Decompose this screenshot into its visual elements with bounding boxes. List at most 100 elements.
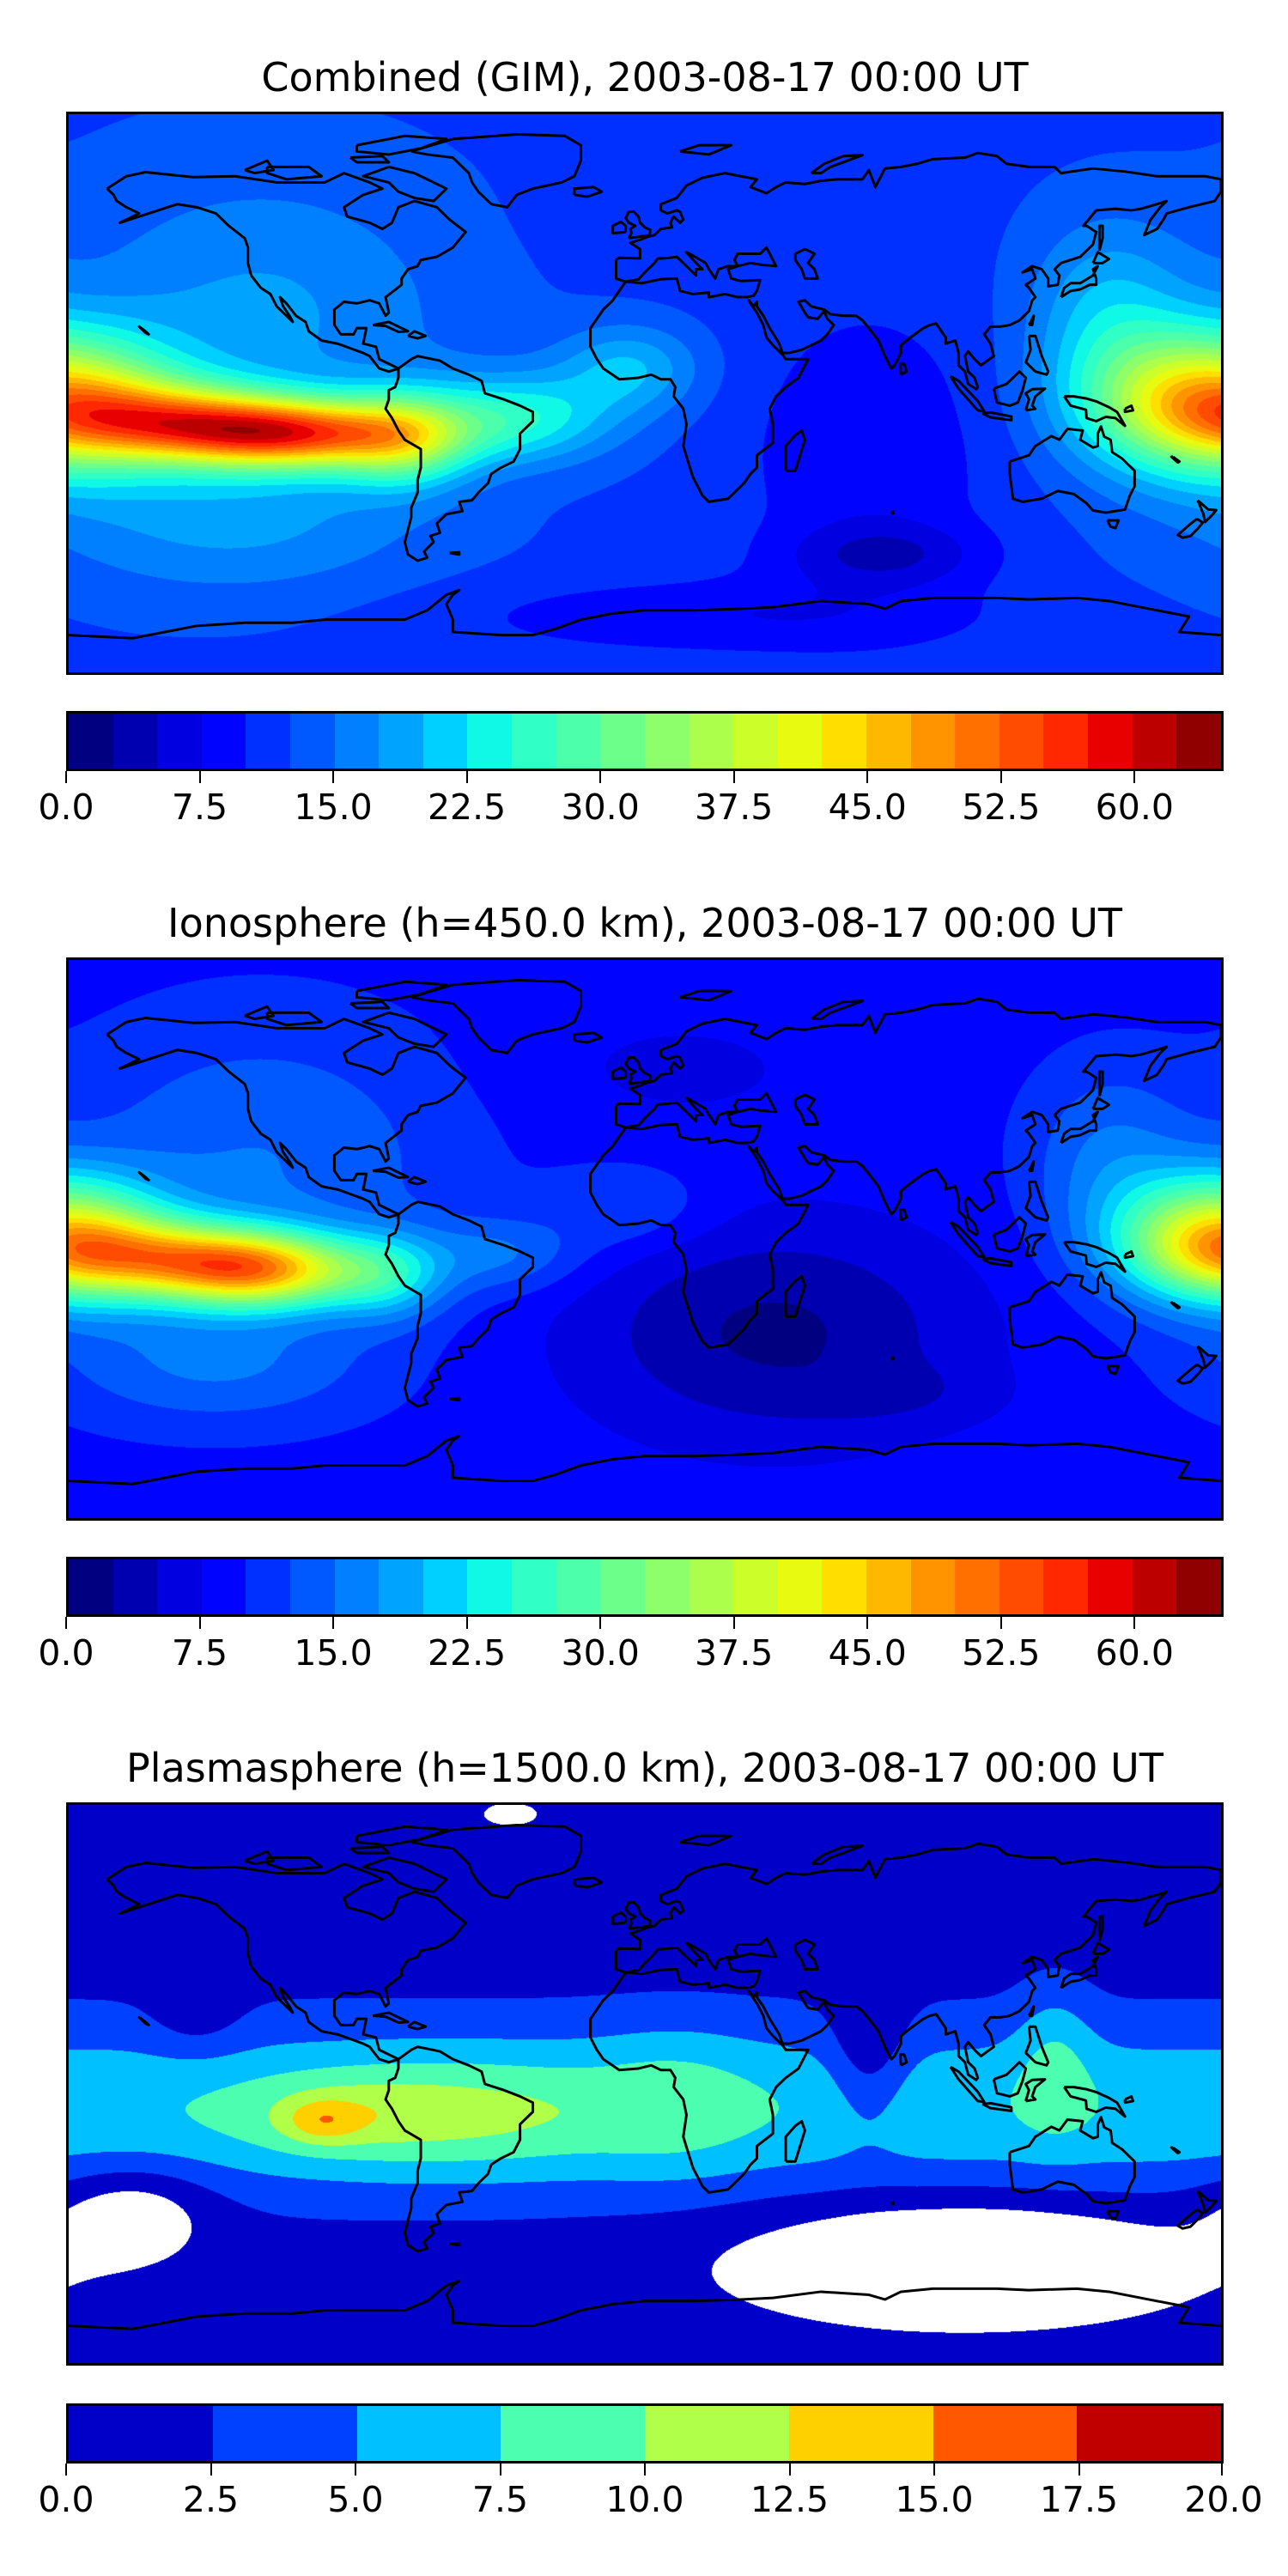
ionosphere-colorbar: 0.0 7.5 15.0 22.5 30.0 37.5 45.0 52.5 60.0 — [38, 1557, 1224, 1674]
plasmasphere-colorbar: 0.0 2.5 5.0 7.5 10.0 12.5 15.0 17.5 20.0 — [38, 2403, 1263, 2520]
colorbar-swatch — [866, 1559, 911, 1614]
colorbar-tick — [732, 771, 735, 783]
colorbar-swatch — [69, 714, 113, 769]
colorbar-swatch — [334, 714, 380, 769]
map-title-combined: Combined (GIM), 2003-08-17 00:00 UT — [261, 54, 1029, 100]
colorbar-tick-label: 45.0 — [828, 1632, 907, 1674]
colorbar-swatch — [645, 2406, 789, 2461]
colorbar-tick-label: 7.5 — [471, 2479, 529, 2520]
colorbar-swatch — [1043, 1559, 1089, 1614]
colorbar-tick — [210, 2464, 212, 2476]
colorbar-swatch — [788, 2406, 933, 2461]
colorbar-swatch — [999, 1559, 1044, 1614]
colorbar-tick-label: 12.5 — [750, 2479, 829, 2520]
colorbar-tick-label: 52.5 — [962, 787, 1041, 828]
colorbar-tick-label: 0.0 — [38, 2479, 94, 2520]
colorbar-tick-label: 22.5 — [427, 1632, 507, 1674]
colorbar-swatch — [689, 714, 734, 769]
colorbar-swatch — [290, 714, 335, 769]
combined-colorbar: 0.0 7.5 15.0 22.5 30.0 37.5 45.0 52.5 60.0 — [38, 711, 1224, 828]
colorbar-swatch — [733, 1559, 778, 1614]
colorbar-tick — [788, 2464, 791, 2476]
colorbar-tick — [644, 2464, 646, 2476]
colorbar-tick — [866, 771, 869, 783]
colorbar-swatch — [290, 1559, 335, 1614]
colorbar-swatch — [246, 714, 291, 769]
colorbar-tick — [999, 1617, 1002, 1629]
colorbar-swatch — [1176, 714, 1221, 769]
colorbar-swatch — [379, 714, 423, 769]
colorbar-swatch — [644, 714, 690, 769]
colorbar-tick-label: 17.5 — [1039, 2479, 1119, 2520]
coastlines — [69, 1805, 1221, 2363]
colorbar-tick-label: 45.0 — [828, 787, 907, 828]
colorbar-tick — [65, 1617, 67, 1629]
colorbar-tick — [499, 2464, 501, 2476]
coastlines — [69, 960, 1221, 1518]
colorbar-swatch — [1043, 714, 1089, 769]
colorbar-swatch — [112, 714, 158, 769]
colorbar-swatch — [69, 1559, 113, 1614]
colorbar-swatch — [212, 2406, 357, 2461]
colorbar-tick — [1221, 2464, 1223, 2476]
colorbar-swatch — [201, 714, 246, 769]
colorbar-tick-label: 30.0 — [561, 1632, 640, 1674]
colorbar-swatch — [822, 714, 866, 769]
colorbar-tick — [866, 1617, 869, 1629]
colorbar-tick — [198, 1617, 201, 1629]
colorbar-swatch — [501, 2406, 645, 2461]
colorbar-swatches — [66, 1557, 1224, 1617]
map-title-ionosphere: Ionosphere (h=450.0 km), 2003-08-17 00:0… — [167, 900, 1122, 946]
colorbar-swatch — [467, 1559, 513, 1614]
colorbar-tick-label: 15.0 — [895, 2479, 974, 2520]
colorbar-tick-label: 60.0 — [1095, 1632, 1174, 1674]
colorbar-tick-label: 37.5 — [695, 787, 774, 828]
colorbar-swatch — [422, 1559, 468, 1614]
colorbar-tick-label: 20.0 — [1184, 2479, 1263, 2520]
colorbar-tick — [999, 771, 1002, 783]
colorbar-swatch — [556, 1559, 601, 1614]
combined-tec-map — [66, 112, 1224, 675]
colorbar-tick-label: 37.5 — [695, 1632, 774, 1674]
colorbar-swatch — [1132, 714, 1177, 769]
colorbar-swatches — [66, 2403, 1224, 2464]
colorbar-swatch — [689, 1559, 734, 1614]
colorbar-swatch — [999, 714, 1044, 769]
colorbar-tick — [933, 2464, 935, 2476]
colorbar-swatch — [910, 714, 956, 769]
colorbar-tick-label: 0.0 — [38, 1632, 94, 1674]
colorbar-tick-label: 7.5 — [171, 787, 228, 828]
ionosphere-contour-field — [69, 960, 1221, 1518]
colorbar-swatch — [955, 1559, 999, 1614]
colorbar-tick-label: 30.0 — [561, 787, 640, 828]
colorbar-swatch — [1176, 1559, 1221, 1614]
colorbar-swatch — [1132, 1559, 1177, 1614]
colorbar-swatch — [600, 714, 645, 769]
colorbar-swatch — [379, 1559, 423, 1614]
colorbar-swatch — [201, 1559, 246, 1614]
colorbar-tick-label: 10.0 — [605, 2479, 684, 2520]
colorbar-tick — [1133, 771, 1136, 783]
colorbar-swatch — [955, 714, 999, 769]
colorbar-tick-label: 0.0 — [38, 787, 94, 828]
colorbar-tick — [465, 1617, 468, 1629]
map-title-plasmasphere: Plasmasphere (h=1500.0 km), 2003-08-17 0… — [126, 1745, 1163, 1791]
colorbar-tick — [465, 771, 468, 783]
colorbar-tick — [198, 771, 201, 783]
colorbar-swatch — [1077, 2406, 1221, 2461]
colorbar-swatch — [69, 2406, 213, 2461]
colorbar-swatch — [910, 1559, 956, 1614]
colorbar-tick-label: 5.0 — [327, 2479, 384, 2520]
colorbar-tick-label: 60.0 — [1095, 787, 1174, 828]
colorbar-swatch — [512, 1559, 556, 1614]
colorbar-swatch — [467, 714, 513, 769]
colorbar-tick-label: 15.0 — [294, 787, 373, 828]
colorbar-swatches — [66, 711, 1224, 771]
colorbar-tick-label: 7.5 — [171, 1632, 228, 1674]
plasmasphere-tec-map — [66, 1802, 1224, 2366]
coastline-path — [69, 134, 1221, 638]
colorbar-swatch — [777, 714, 823, 769]
colorbar-swatch — [933, 2406, 1078, 2461]
colorbar-swatch — [512, 714, 556, 769]
colorbar-swatch — [644, 1559, 690, 1614]
